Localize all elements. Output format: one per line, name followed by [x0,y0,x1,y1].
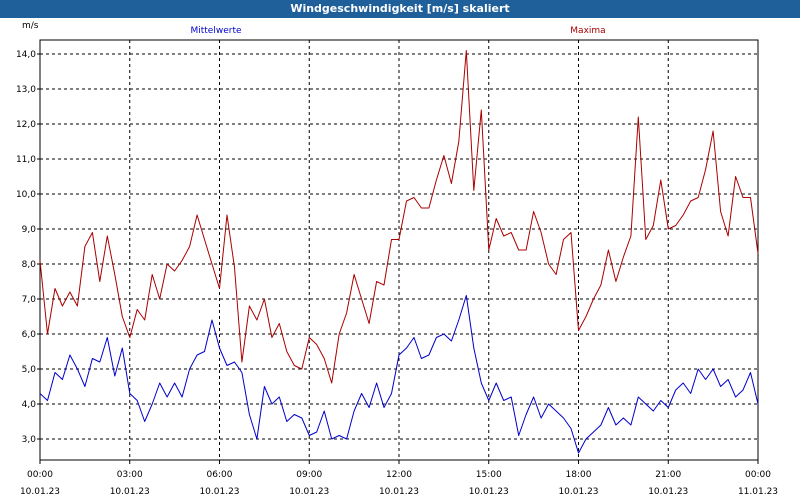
x-tick-date-label: 11.01.23 [738,487,778,497]
y-tick-label: 5,0 [22,365,37,375]
y-tick-label: 11,0 [16,155,36,165]
legend-maxima: Maxima [570,26,605,36]
x-tick-date-label: 10.01.23 [110,487,150,497]
legend-mittelwerte: Mittelwerte [190,26,241,36]
x-tick-time-label: 00:00 [745,470,771,480]
x-tick-time-label: 18:00 [566,470,592,480]
x-tick-date-label: 10.01.23 [648,487,688,497]
x-tick-date-label: 10.01.23 [20,487,60,497]
data-series [39,50,759,454]
x-tick-time-label: 12:00 [386,470,412,480]
series-line-mittelwerte [39,295,759,454]
x-tick-time-label: 03:00 [117,470,143,480]
x-tick-date-label: 10.01.23 [469,487,509,497]
y-axis-label: m/s [22,21,39,31]
grid-lines [40,40,758,460]
x-axis: 00:00 10.01.23 03:00 10.01.23 06:00 10.01.23 0… [20,460,778,497]
x-tick-time-label: 21:00 [655,470,681,480]
y-tick-label: 14,0 [16,50,36,60]
y-tick-label: 7,0 [22,295,37,305]
x-tick-date-label: 10.01.23 [199,487,239,497]
y-tick-label: 4,0 [22,400,37,410]
x-tick-date-label: 10.01.23 [379,487,419,497]
y-tick-label: 3,0 [22,435,37,445]
x-tick-time-label: 00:00 [27,470,53,480]
x-tick-time-label: 15:00 [476,470,502,480]
y-tick-label: 8,0 [22,260,37,270]
x-tick-date-label: 10.01.23 [558,487,598,497]
y-tick-label: 13,0 [16,85,36,95]
y-tick-label: 6,0 [22,330,37,340]
y-tick-label: 12,0 [16,120,36,130]
y-tick-label: 9,0 [22,225,37,235]
x-tick-time-label: 06:00 [207,470,233,480]
x-tick-time-label: 09:00 [296,470,322,480]
x-tick-date-label: 10.01.23 [289,487,329,497]
y-tick-label: 10,0 [16,190,36,200]
y-axis: 3,0 4,0 5,0 6,0 7,0 8,0 9,0 10,0 11,0 12,0 13,0 14,… [16,50,40,445]
wind-speed-chart: 3,0 4,0 5,0 6,0 7,0 8,0 9,0 10,0 11,0 12,0 13,0 14,… [16,21,778,497]
series-line-maxima [39,50,759,384]
window-title: Windgeschwindigkeit [m/s] skaliert [0,0,800,18]
